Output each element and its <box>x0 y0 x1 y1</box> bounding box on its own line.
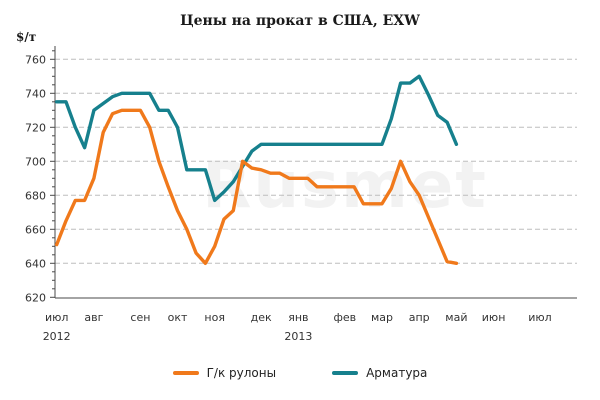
x-tick-label: июл <box>528 311 551 324</box>
legend-item-rebar: Арматура <box>332 366 427 380</box>
y-tick-label: 700 <box>25 155 46 168</box>
legend-item-hot-rolled-coils: Г/к рулоны <box>172 366 277 380</box>
x-tick-label: мар <box>371 311 393 324</box>
series-line-hot-rolled-coils <box>55 108 459 265</box>
y-tick-label: 660 <box>25 223 46 236</box>
x-tick-label: июл <box>45 311 68 324</box>
y-tick-label: 760 <box>25 53 46 66</box>
year-label: 2012 <box>43 330 71 343</box>
y-tick-label: 720 <box>25 121 46 134</box>
y-tick-label: 680 <box>25 189 46 202</box>
legend-label-rebar: Арматура <box>366 366 428 380</box>
legend-swatch-rebar <box>332 371 359 375</box>
x-tick-label: ноя <box>204 311 225 324</box>
x-tick-label: сен <box>130 311 150 324</box>
year-label: 2013 <box>284 330 312 343</box>
x-tick-label: апр <box>409 311 430 324</box>
x-tick-label: окт <box>168 311 188 324</box>
y-tick-label: 740 <box>25 87 46 100</box>
legend: Г/к рулоны Арматура <box>0 366 600 380</box>
x-tick-label: май <box>445 311 467 324</box>
x-tick-label: июн <box>482 311 506 324</box>
y-tick-label: 640 <box>25 257 46 270</box>
y-tick-label: 620 <box>25 291 46 304</box>
x-tick-label: дек <box>251 311 272 324</box>
x-tick-label: янв <box>288 311 308 324</box>
chart-title: Цены на прокат в США, EXW <box>180 13 420 29</box>
series-line-rebar <box>55 74 459 203</box>
legend-swatch-hot-rolled-coils <box>172 371 199 375</box>
y-axis-unit-label: $/т <box>16 30 37 44</box>
x-tick-label: фев <box>333 311 356 324</box>
x-tick-label: авг <box>84 311 103 324</box>
legend-label-hot-rolled-coils: Г/к рулоны <box>206 366 277 380</box>
